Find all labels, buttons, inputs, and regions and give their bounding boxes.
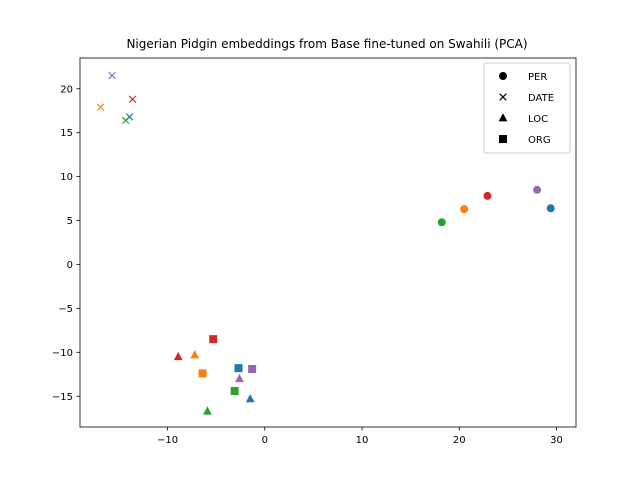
legend-label: LOC [528,114,548,125]
data-points [96,71,555,415]
legend-marker-triangle [498,113,508,122]
y-tick-label: 0 [67,260,73,271]
y-tick-label: −10 [52,348,73,359]
chart-title: Nigerian Pidgin embeddings from Base fin… [126,37,527,51]
legend-box [483,62,571,154]
legend-marker-x [499,93,507,101]
data-point-square [248,365,257,374]
x-tick-label: 30 [550,435,563,446]
data-point-x [121,116,130,125]
data-point-square [209,335,218,344]
y-tick-label: −5 [58,304,73,315]
y-tick-label: 10 [60,172,73,183]
x-tick-label: 10 [356,435,369,446]
data-point-triangle [245,394,255,403]
data-point-circle [546,204,555,213]
data-point-circle [460,205,469,214]
data-point-square [234,364,243,373]
data-point-x [108,71,116,80]
plot-frame [79,57,577,428]
legend-marker-circle [499,72,507,80]
legend-label: DATE [528,93,554,104]
x-tick-label: 20 [453,435,466,446]
data-point-circle [483,191,492,200]
data-point-circle [437,218,446,227]
y-tick-label: 5 [67,216,73,227]
data-point-triangle [235,373,244,383]
data-point-square [230,386,239,395]
y-tick-label: −15 [52,392,73,403]
y-tick-label: 20 [60,84,73,95]
data-point-triangle [173,351,183,361]
x-tick-label: 0 [262,435,268,446]
axis-ticks: −10 0 10 20 30 −15 −10 −5 0 5 10 15 20 [52,84,563,446]
data-point-square [198,369,207,378]
data-point-x [128,95,137,104]
data-point-circle [533,185,542,194]
y-tick-label: 15 [60,128,73,139]
data-point-triangle [203,406,212,415]
legend-label: ORG [528,135,551,146]
data-point-triangle [190,350,200,359]
x-tick-label: −10 [157,435,178,446]
legend-label: PER [528,72,547,83]
legend-marker-square [499,135,507,143]
data-point-x [96,103,105,111]
legend: PER DATE LOC ORG [483,62,571,154]
